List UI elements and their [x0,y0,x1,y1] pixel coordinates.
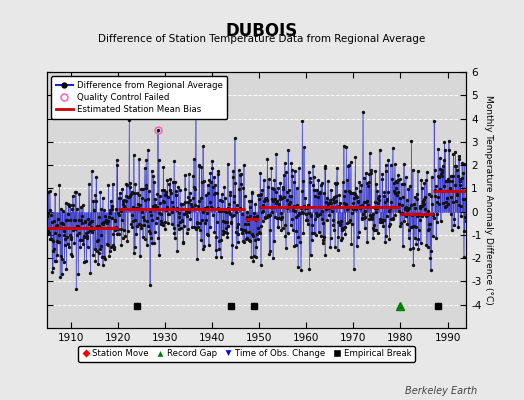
Text: Difference of Station Temperature Data from Regional Average: Difference of Station Temperature Data f… [99,34,425,44]
Text: Berkeley Earth: Berkeley Earth [405,386,477,396]
Legend: Station Move, Record Gap, Time of Obs. Change, Empirical Break: Station Move, Record Gap, Time of Obs. C… [78,346,415,362]
Legend: Difference from Regional Average, Quality Control Failed, Estimated Station Mean: Difference from Regional Average, Qualit… [51,76,227,119]
Text: DUBOIS: DUBOIS [226,22,298,40]
Y-axis label: Monthly Temperature Anomaly Difference (°C): Monthly Temperature Anomaly Difference (… [484,95,493,305]
